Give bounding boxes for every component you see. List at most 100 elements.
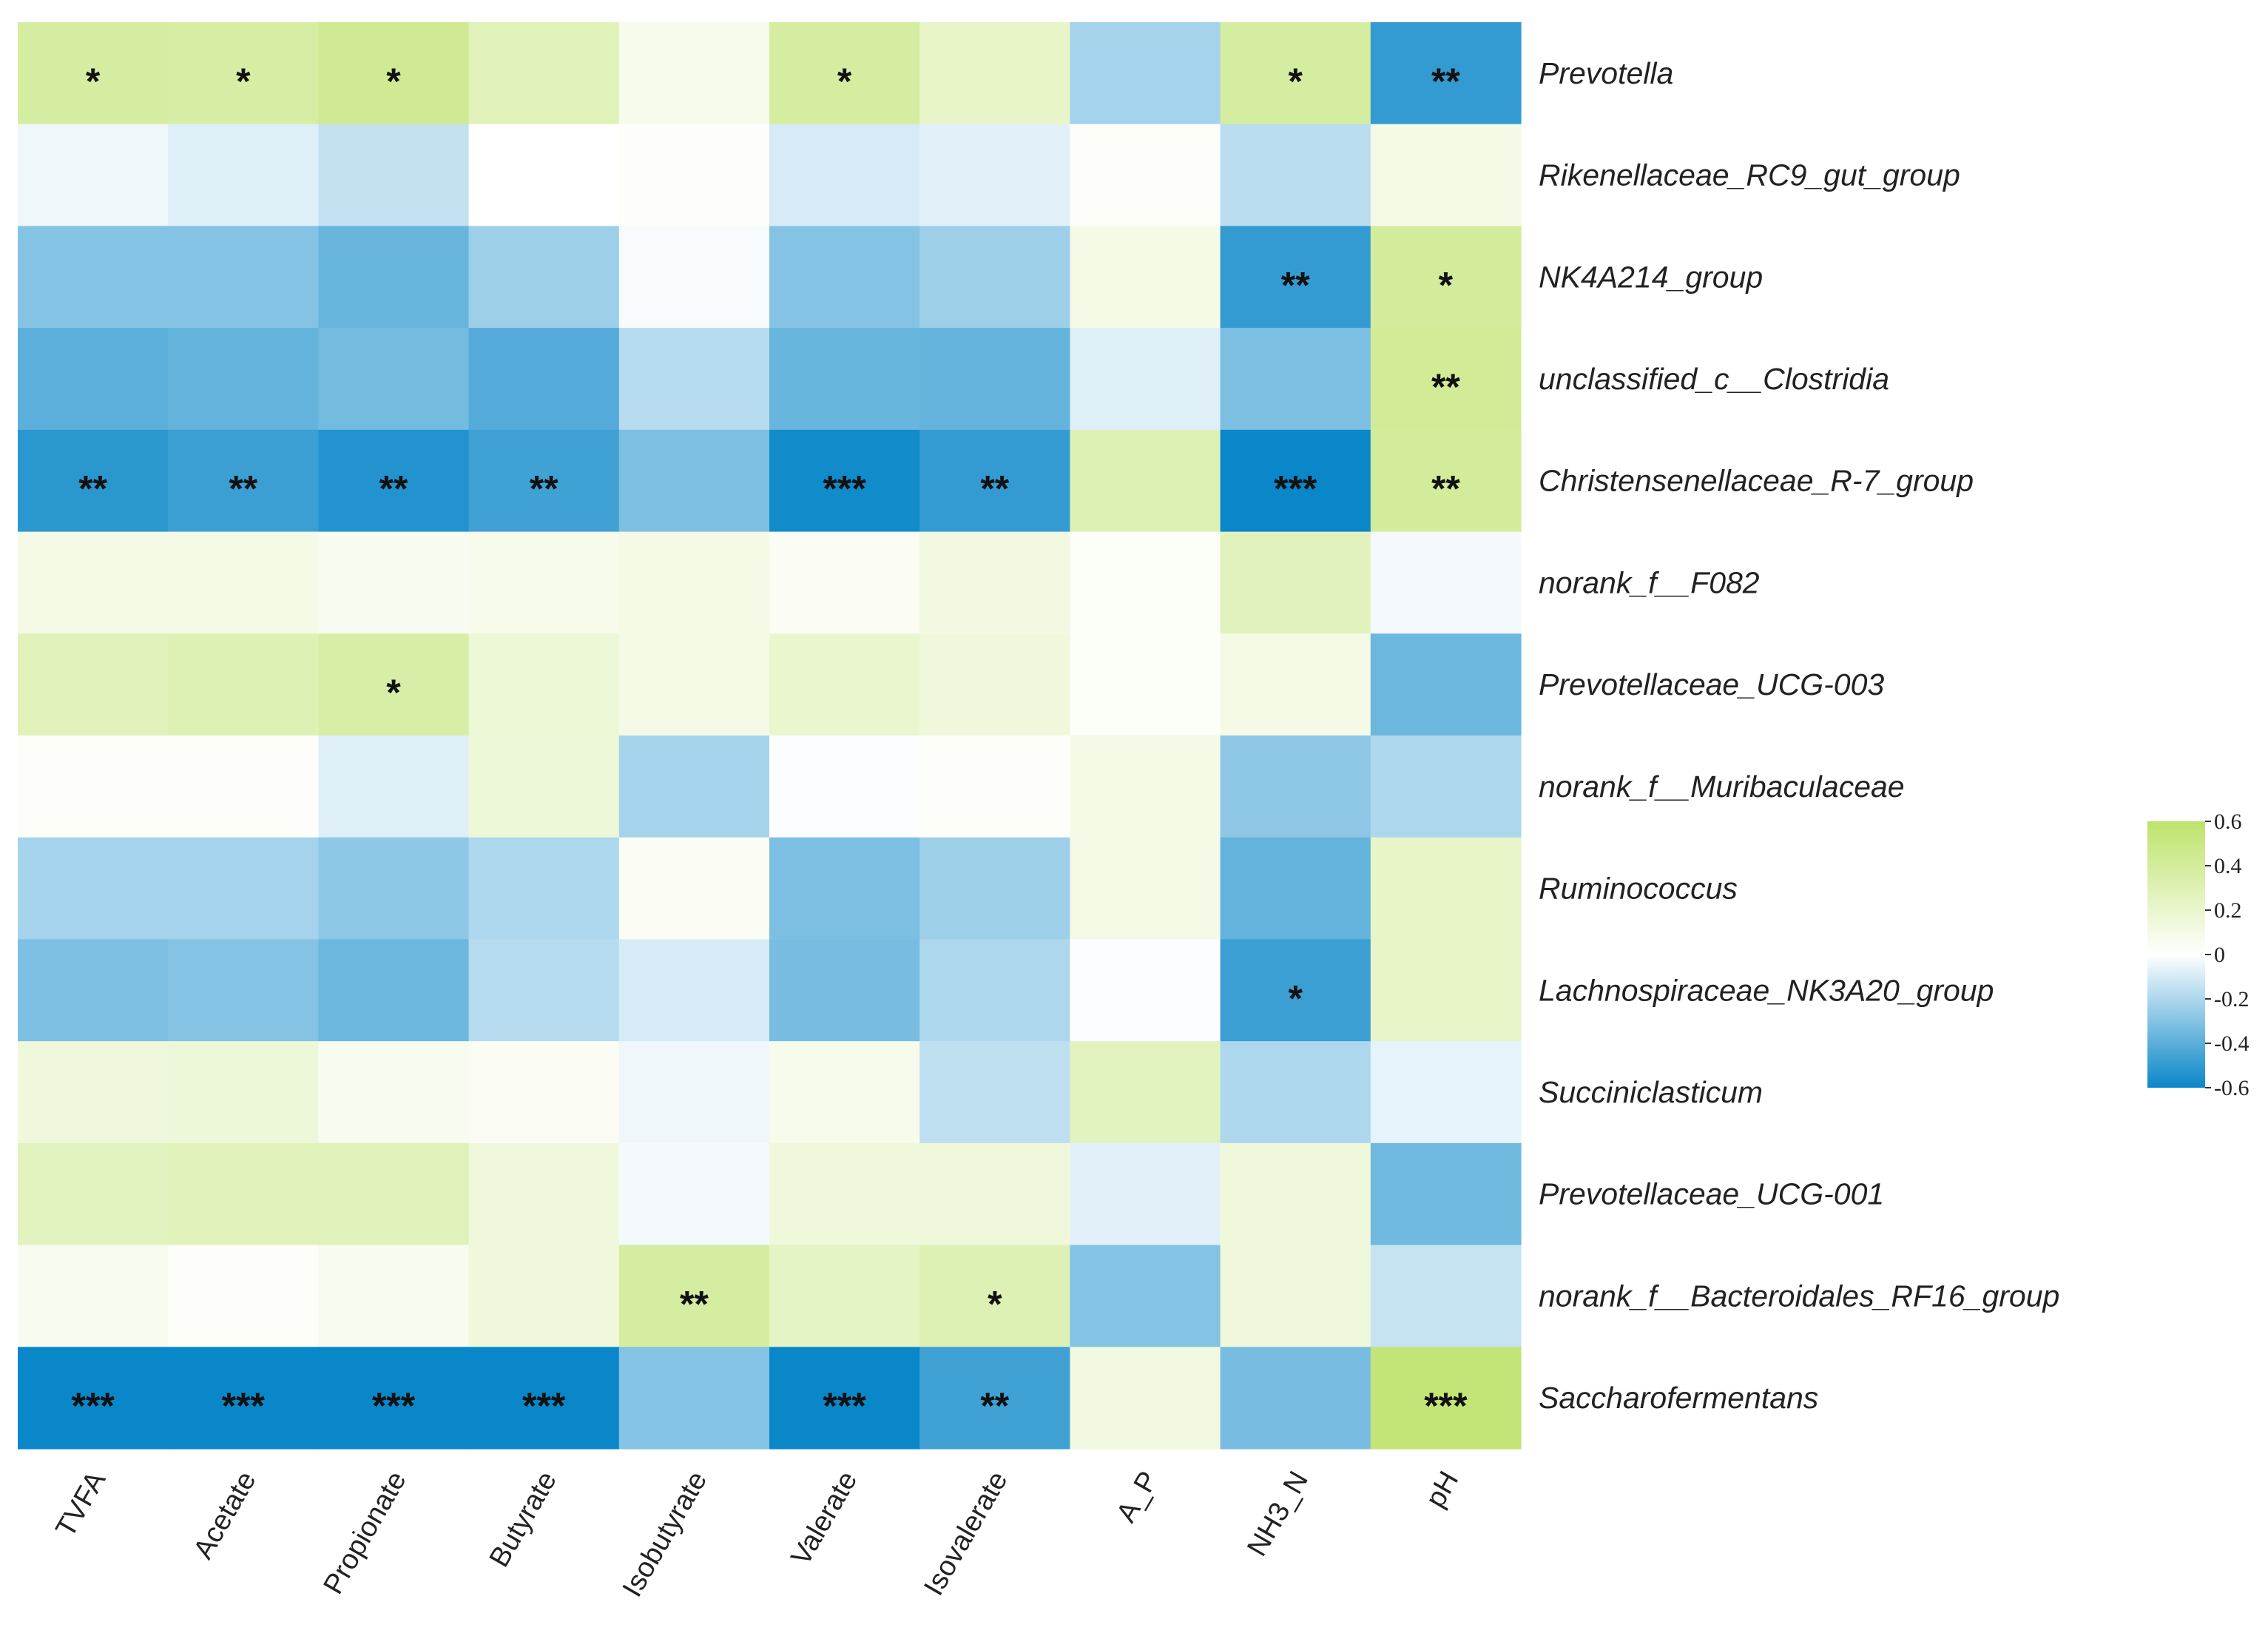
heatmap-cell (18, 1245, 169, 1347)
heatmap-cell (468, 1142, 620, 1246)
color-legend: 0.6 0.4 0.2 0 -0.2 -0.4 -0.6 (2147, 809, 2250, 1100)
heatmap-cell (168, 735, 319, 838)
heatmap-cell (618, 735, 770, 838)
significance-mark: *** (823, 1385, 866, 1427)
heatmap-cell (769, 939, 920, 1042)
heatmap-cell (1070, 735, 1221, 838)
heatmap-cell (919, 531, 1070, 634)
row-label: Lachnospiraceae_NK3A20_group (1539, 973, 1994, 1007)
legend-tick-label: 0 (2214, 943, 2225, 967)
heatmap-cell (168, 1347, 319, 1450)
column-label: Acetate (188, 1467, 263, 1565)
significance-mark: ** (379, 468, 408, 510)
heatmap-cells (18, 22, 1522, 1450)
heatmap-cell (1370, 1041, 1522, 1144)
significance-mark: * (386, 61, 401, 102)
heatmap-cell (318, 328, 470, 431)
significance-mark: *** (222, 1385, 266, 1427)
heatmap-cell (468, 226, 620, 329)
column-label: TVFA (50, 1466, 112, 1543)
heatmap-cell (318, 226, 470, 329)
heatmap-cell (618, 837, 770, 940)
significance-mark: * (988, 1283, 1002, 1324)
heatmap-cell (618, 429, 770, 533)
row-label: NK4A214_group (1539, 260, 1763, 294)
heatmap-cell (318, 633, 470, 736)
heatmap-cell (919, 633, 1070, 736)
heatmap-cell (468, 429, 620, 533)
column-label: Butyrate (484, 1467, 563, 1573)
column-label: A_P (1111, 1467, 1164, 1528)
heatmap-cell (919, 1142, 1070, 1246)
significance-mark: * (1288, 61, 1303, 102)
legend-tick-label: 0.4 (2214, 854, 2242, 878)
heatmap-cell (168, 226, 319, 329)
significance-mark: ** (1281, 264, 1310, 306)
heatmap-cell (1370, 735, 1522, 838)
column-label: pH (1420, 1467, 1465, 1513)
heatmap-cell (1220, 429, 1371, 533)
row-label: Ruminococcus (1539, 872, 1738, 906)
heatmap-cell (318, 939, 470, 1042)
heatmap-cell (1070, 226, 1221, 329)
heatmap-cell (919, 939, 1070, 1042)
heatmap-cell (18, 939, 169, 1042)
heatmap-cell (1070, 1142, 1221, 1246)
significance-mark: ** (980, 1385, 1009, 1427)
heatmap-cell (769, 429, 920, 533)
significance-mark: ** (229, 468, 257, 510)
heatmap-cell (919, 1347, 1070, 1450)
heatmap-cell (1070, 1347, 1221, 1450)
heatmap-cell (1370, 939, 1522, 1042)
legend-tick-label: 0.6 (2214, 809, 2242, 834)
heatmap-cell (618, 124, 770, 227)
heatmap-cell (168, 1142, 319, 1246)
heatmap-cell (318, 531, 470, 634)
heatmap-cell (1070, 837, 1221, 940)
row-labels: Prevotella Rikenellaceae_RC9_gut_group NK4… (1539, 56, 2059, 1415)
heatmap-cell (1070, 429, 1221, 533)
significance-mark: ** (1431, 61, 1460, 102)
column-label: NH3_N (1241, 1467, 1314, 1562)
heatmap-cell (1220, 1245, 1371, 1347)
significance-mark: * (86, 61, 101, 102)
heatmap-cell (318, 1245, 470, 1347)
heatmap-cell (919, 226, 1070, 329)
legend-tick-label: -0.2 (2214, 987, 2250, 1011)
heatmap-cell (1370, 837, 1522, 940)
significance-mark: * (236, 61, 251, 102)
legend-colorbar (2147, 821, 2205, 1088)
heatmap-cell (919, 22, 1070, 125)
heatmap-cell (18, 735, 169, 838)
row-label: Saccharofermentans (1539, 1381, 1818, 1415)
significance-mark: * (1439, 264, 1454, 306)
heatmap-cell (1070, 1041, 1221, 1144)
heatmap-cell (1370, 531, 1522, 634)
heatmap-cell (618, 1041, 770, 1144)
heatmap-cell (1220, 124, 1371, 227)
row-label: Prevotellaceae_UCG-001 (1539, 1177, 1884, 1211)
heatmap-cell (1070, 328, 1221, 431)
significance-mark: *** (372, 1385, 416, 1427)
significance-mark: * (1288, 977, 1303, 1019)
heatmap-cell (168, 328, 319, 431)
heatmap-cell (18, 633, 169, 736)
heatmap-cell (318, 429, 470, 533)
heatmap-cell (18, 124, 169, 227)
heatmap-cell (919, 837, 1070, 940)
row-label: norank_f__Muribaculaceae (1539, 770, 1905, 804)
heatmap-cell (919, 328, 1070, 431)
column-label: Valerate (786, 1467, 864, 1571)
heatmap-cell (1220, 1142, 1371, 1246)
significance-mark: ** (1431, 468, 1460, 510)
heatmap-cell (18, 531, 169, 634)
heatmap-cell (1070, 531, 1221, 634)
heatmap-cell (1220, 633, 1371, 736)
significance-mark: *** (1424, 1385, 1468, 1427)
heatmap-cell (769, 633, 920, 736)
heatmap-cell (618, 1347, 770, 1450)
row-label: Christensenellaceae_R-7_group (1539, 464, 1974, 498)
heatmap-cell (18, 1041, 169, 1144)
heatmap-cell (919, 735, 1070, 838)
significance-mark: * (386, 672, 401, 713)
